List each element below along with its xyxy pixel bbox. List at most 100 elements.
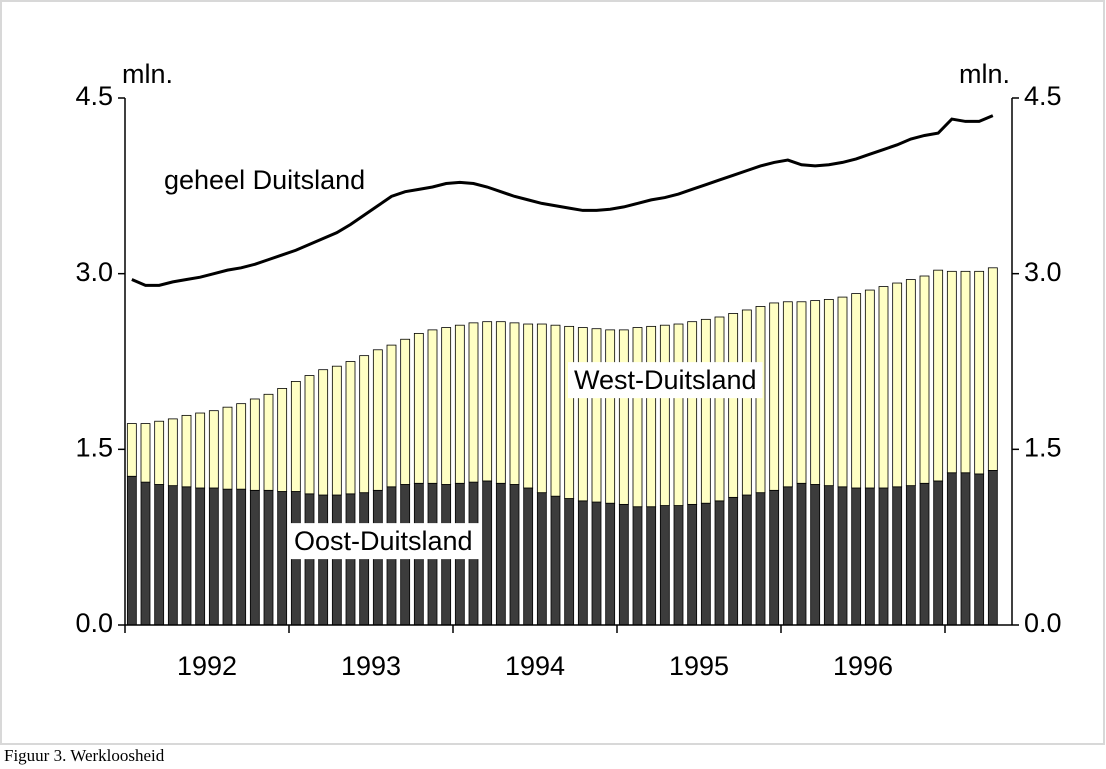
bar xyxy=(769,489,780,626)
bar xyxy=(523,323,534,489)
x-tick-label: 1996 xyxy=(833,651,893,681)
bar xyxy=(700,502,711,626)
bar xyxy=(345,361,356,495)
bar xyxy=(646,325,657,508)
bar xyxy=(140,423,151,483)
bar xyxy=(208,487,219,626)
y2-axis-unit: mln. xyxy=(959,59,1010,89)
bar xyxy=(495,482,506,626)
bar xyxy=(495,321,506,484)
x-tick-label: 1994 xyxy=(505,651,565,681)
bar xyxy=(263,393,274,491)
bar xyxy=(195,487,206,626)
bar xyxy=(919,482,930,626)
bar xyxy=(864,289,875,489)
bar xyxy=(864,487,875,626)
bar xyxy=(673,505,684,626)
bar xyxy=(769,302,780,491)
bar xyxy=(796,301,807,484)
bar xyxy=(482,480,493,626)
y-axis-unit: mln. xyxy=(122,59,173,89)
y-tick-label: 0.0 xyxy=(75,608,113,638)
bar xyxy=(987,470,998,626)
bar xyxy=(714,316,725,502)
bar xyxy=(536,492,547,626)
bar xyxy=(564,325,575,499)
bar xyxy=(304,493,315,626)
bar xyxy=(249,398,260,491)
bar xyxy=(851,487,862,626)
bar xyxy=(386,344,397,488)
bar xyxy=(167,485,178,626)
series-label: Oost-Duitsland xyxy=(294,526,473,556)
bar xyxy=(222,488,233,626)
bar xyxy=(550,495,561,626)
bar xyxy=(536,323,547,494)
bar xyxy=(974,270,985,475)
bar xyxy=(714,500,725,626)
bar xyxy=(960,472,971,626)
bar xyxy=(140,481,151,626)
y2-tick-label: 1.5 xyxy=(1024,432,1062,462)
bar xyxy=(632,327,643,508)
bar xyxy=(810,300,821,485)
y2-tick-label: 0.0 xyxy=(1024,608,1062,638)
bar xyxy=(290,381,301,492)
bar xyxy=(659,505,670,626)
y-tick-label: 4.5 xyxy=(75,81,113,111)
bar xyxy=(741,309,752,496)
bar xyxy=(605,329,616,504)
x-tick-label: 1992 xyxy=(177,651,237,681)
bar xyxy=(372,349,383,491)
bar xyxy=(946,472,957,626)
bar xyxy=(646,506,657,626)
bar xyxy=(263,489,274,626)
bar xyxy=(974,473,985,626)
bar xyxy=(837,296,848,488)
y2-tick-label: 3.0 xyxy=(1024,257,1062,287)
bar xyxy=(933,480,944,626)
bar xyxy=(728,313,739,498)
bar xyxy=(236,403,247,490)
caption: Figuur 3. Werkloosheid xyxy=(4,746,165,765)
bar xyxy=(304,375,315,495)
bar xyxy=(687,503,698,626)
bar xyxy=(782,301,793,488)
bar xyxy=(618,329,629,505)
series-label: geheel Duitsland xyxy=(164,165,365,195)
bar xyxy=(700,318,711,504)
bar xyxy=(823,299,834,487)
bar xyxy=(632,506,643,626)
bar xyxy=(154,420,165,485)
bar xyxy=(687,321,698,505)
x-tick-label: 1993 xyxy=(341,651,401,681)
bar xyxy=(154,484,165,626)
bar xyxy=(277,491,288,626)
bar xyxy=(851,293,862,489)
bar xyxy=(249,489,260,626)
bar xyxy=(331,365,342,496)
bar xyxy=(468,322,479,483)
bar xyxy=(892,486,903,626)
bar xyxy=(919,275,930,484)
bar xyxy=(878,286,889,489)
line xyxy=(131,114,994,287)
bar xyxy=(796,482,807,626)
bar xyxy=(905,485,916,626)
bar xyxy=(126,423,137,477)
bar xyxy=(577,500,588,626)
bar xyxy=(591,328,602,503)
bar xyxy=(673,323,684,506)
bar xyxy=(509,322,520,485)
bar xyxy=(126,475,137,626)
series-label: West-Duitsland xyxy=(574,365,757,395)
bar xyxy=(878,487,889,626)
bar xyxy=(741,494,752,626)
bar xyxy=(905,279,916,487)
bar xyxy=(236,488,247,626)
bar xyxy=(167,418,178,487)
bar xyxy=(345,493,356,626)
bar xyxy=(659,324,670,506)
bar xyxy=(454,324,465,484)
